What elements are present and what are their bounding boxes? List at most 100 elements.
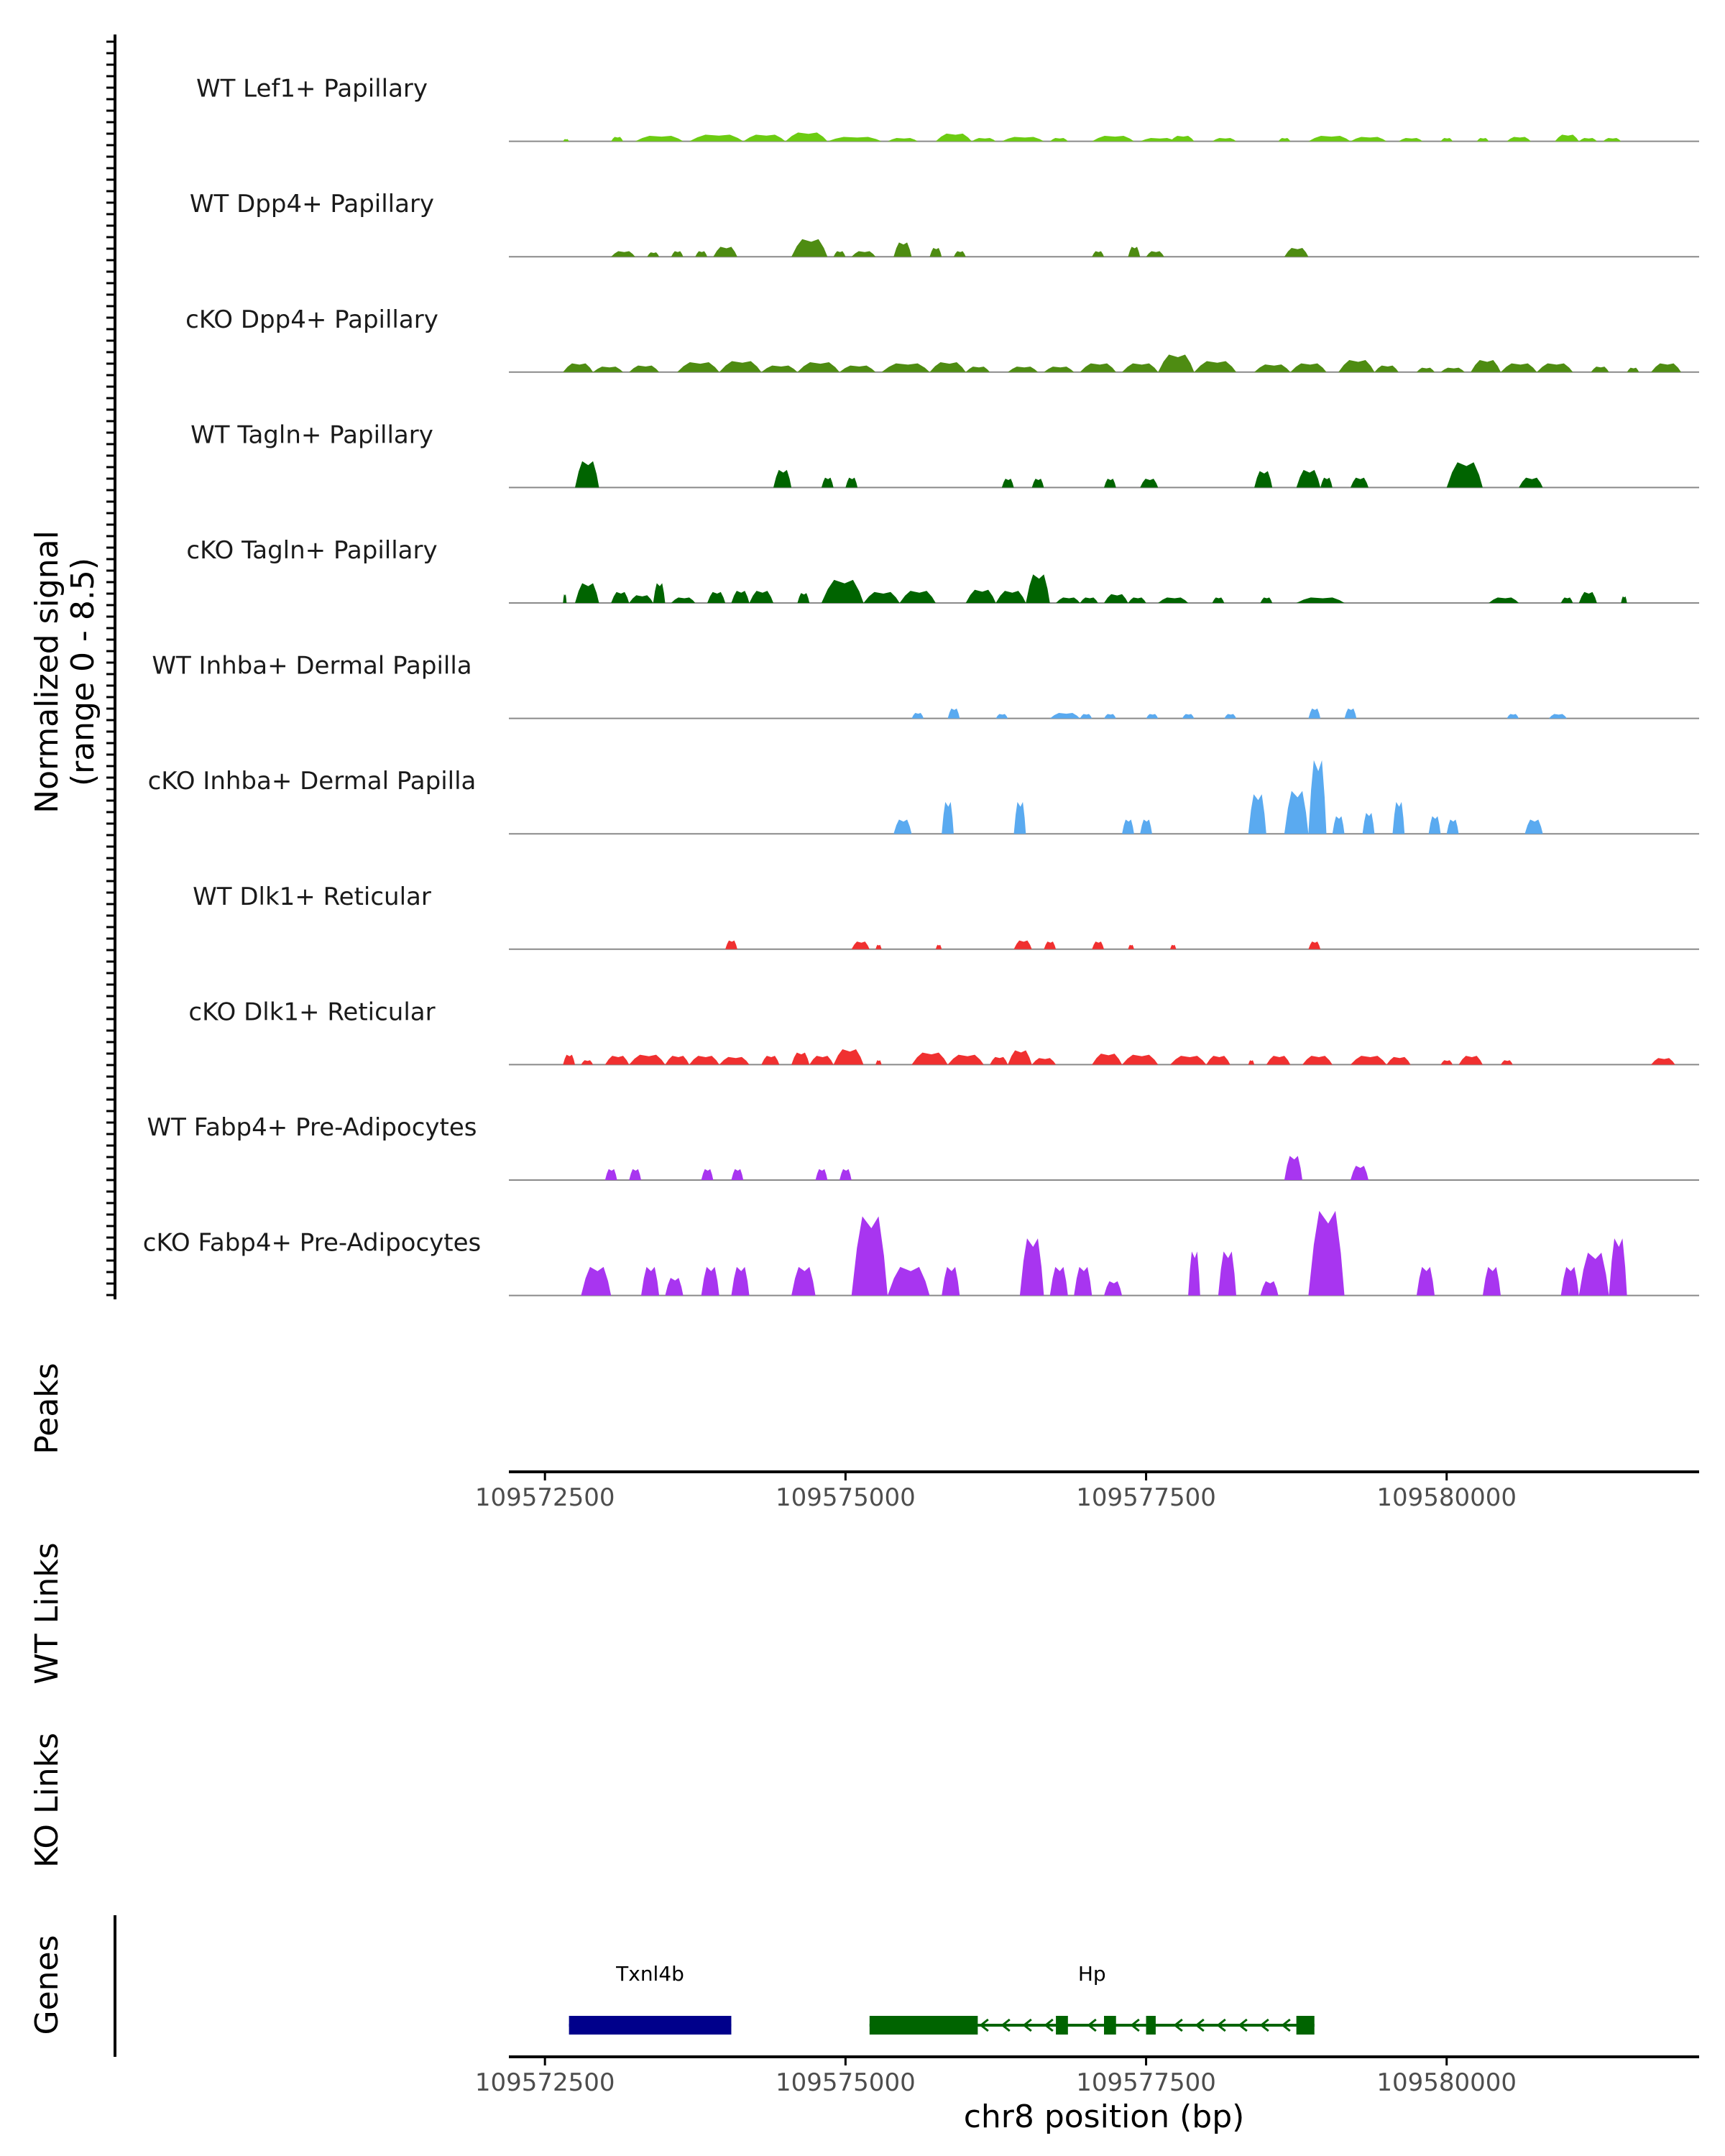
coverage-peak — [593, 367, 623, 372]
coverage-peak — [965, 367, 990, 372]
coverage-peak — [1080, 597, 1098, 603]
coverage-peak — [1013, 801, 1026, 834]
coverage-peak — [893, 242, 912, 257]
coverage-peak — [1501, 363, 1537, 372]
track-7: WT Dlk1+ Reticular — [193, 883, 1699, 950]
coverage-peak — [1548, 714, 1567, 719]
coverage-peak — [1008, 1050, 1032, 1065]
coverage-peak — [1158, 354, 1195, 372]
coverage-peak — [695, 251, 707, 257]
x-tick-label: 109577500 — [1076, 2068, 1216, 2097]
coverage-peak — [845, 477, 858, 488]
coverage-peak — [1049, 712, 1080, 719]
coverage-peak — [1182, 714, 1195, 719]
coverage-peak — [1344, 708, 1357, 719]
coverage-peak — [833, 251, 846, 257]
coverage-peak — [1398, 138, 1423, 142]
ko-links-panel-label: KO Links — [29, 1733, 65, 1868]
coverage-peak — [647, 252, 660, 257]
coverage-peak — [1140, 138, 1177, 142]
track-label: WT Dlk1+ Reticular — [193, 883, 431, 911]
coverage-peak — [851, 1216, 888, 1296]
signal-axis-title-line1: Normalized signal — [29, 530, 65, 814]
coverage-peak — [1212, 138, 1236, 142]
coverage-peak — [1338, 359, 1375, 372]
coverage-peak — [965, 589, 996, 603]
coverage-peak — [665, 1056, 689, 1065]
coverage-peak — [851, 941, 870, 949]
coverage-peak — [707, 591, 726, 603]
coverage-peak — [719, 1056, 750, 1065]
coverage-peak — [1519, 477, 1543, 488]
coverage-peak — [911, 712, 924, 719]
coverage-peak — [1212, 597, 1225, 603]
coverage-peak — [629, 1169, 641, 1180]
coverage-peak — [575, 583, 599, 603]
coverage-peak — [604, 1169, 617, 1180]
coverage-peak — [731, 591, 750, 603]
coverage-peak — [1092, 251, 1104, 257]
coverage-peak — [1392, 801, 1405, 834]
coverage-peak — [797, 593, 810, 603]
x-tick-label: 109580000 — [1376, 2068, 1517, 2097]
coverage-peak — [1560, 597, 1573, 603]
track-1: WT Dpp4+ Papillary — [190, 190, 1699, 258]
coverage-peak — [1308, 708, 1321, 719]
coverage-peak — [995, 714, 1008, 719]
coverage-peak — [1224, 714, 1236, 719]
coverage-peak — [791, 1052, 810, 1065]
strand-chevron — [1216, 2018, 1226, 2032]
coverage-peak — [1001, 137, 1044, 142]
strand-chevron — [1000, 2018, 1011, 2032]
coverage-peak — [563, 139, 569, 142]
x-tick-label: 109572500 — [475, 2068, 615, 2097]
coverage-peak — [575, 461, 599, 488]
coverage-peak — [743, 134, 786, 142]
coverage-peak — [1591, 367, 1609, 372]
coverage-peak — [821, 579, 864, 603]
coverage-peak — [1603, 138, 1622, 142]
coverage-peak — [1482, 1266, 1501, 1296]
coverage-peak — [995, 591, 1026, 603]
strand-chevron — [1087, 2018, 1097, 2032]
track-5: WT Inhba+ Dermal Papilla — [152, 652, 1699, 719]
x-tick-label: 109572500 — [475, 1483, 615, 1512]
coverage-peak — [1555, 134, 1579, 142]
coverage-peak — [725, 940, 737, 949]
peaks-panel-label: Peaks — [29, 1363, 65, 1454]
coverage-peak — [1170, 135, 1195, 142]
strand-chevron — [1259, 2018, 1269, 2032]
coverage-peak — [629, 365, 660, 372]
gene-exon — [1296, 2016, 1315, 2035]
track-label: cKO Tagln+ Papillary — [186, 536, 437, 565]
coverage-peak — [604, 1056, 630, 1065]
coverage-peak — [1471, 359, 1501, 372]
coverage-peak — [893, 819, 912, 834]
coverage-peak — [1122, 363, 1159, 372]
coverage-peak — [821, 477, 834, 488]
coverage-peak — [929, 362, 966, 372]
strand-chevron — [1022, 2018, 1032, 2032]
coverage-peak — [785, 132, 828, 142]
coverage-peak — [1031, 479, 1044, 488]
coverage-peak — [1440, 1060, 1453, 1065]
coverage-peak — [665, 1278, 684, 1296]
coverage-peak — [1248, 1060, 1255, 1065]
strand-chevron — [1281, 2018, 1291, 2032]
coverage-peak — [840, 1169, 852, 1180]
coverage-peak — [1440, 367, 1465, 372]
gene-exon — [1056, 2016, 1068, 2035]
coverage-peak — [851, 251, 876, 257]
track-10: cKO Fabp4+ Pre-Adipocytes — [143, 1210, 1699, 1296]
coverage-peak — [1218, 1251, 1236, 1296]
x-tick-label: 109580000 — [1376, 1483, 1517, 1512]
gene-txnl4b: Txnl4b — [569, 1962, 732, 2035]
genes-panel-label: Genes — [29, 1935, 65, 2035]
coverage-peak — [1284, 247, 1309, 257]
coverage-peak — [677, 362, 719, 372]
coverage-peak — [990, 1056, 1008, 1065]
coverage-peak — [731, 1266, 750, 1296]
coverage-peak — [1140, 819, 1152, 834]
coverage-peak — [1374, 365, 1399, 372]
